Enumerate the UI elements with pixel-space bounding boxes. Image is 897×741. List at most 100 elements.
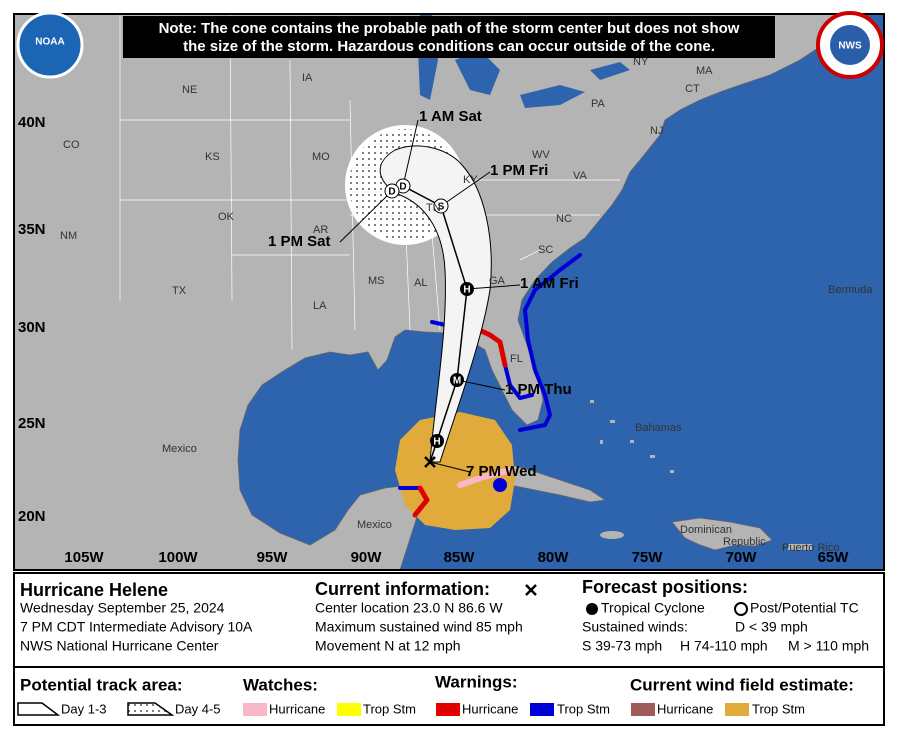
place-label: Dominican (680, 524, 732, 536)
track-symbol: D (399, 182, 406, 193)
place-label: AL (414, 277, 427, 289)
forecast-h: H 74-110 mph (680, 638, 768, 654)
place-label: WV (532, 149, 550, 161)
place-label: VA (573, 170, 588, 182)
noaa-logo (16, 11, 84, 79)
longitude-label: 75W (632, 549, 664, 566)
hurricane-watch (457, 467, 513, 488)
track-point (430, 434, 444, 448)
track-labels: 7 PM Wed 1 PM Thu 1 AM Fri 1 PM Fri 1 AM… (268, 108, 579, 480)
place-label: NM (60, 230, 77, 242)
place-label: MO (312, 151, 330, 163)
great-lakes (418, 14, 630, 108)
place-label: IA (302, 72, 313, 84)
map-frame (13, 13, 885, 571)
track-label: 1 PM Thu (505, 381, 572, 398)
place-label: SC (538, 244, 553, 256)
place-label: KY (463, 174, 478, 186)
place-label: KS (205, 151, 220, 163)
land (14, 14, 836, 570)
jamaica (600, 531, 624, 539)
place-label: TN (426, 202, 441, 214)
place-label: LA (313, 300, 327, 312)
tropical-storm-warning-cuba (493, 478, 507, 492)
tropical-icon (586, 603, 598, 615)
current-info-title: Current information: (315, 579, 490, 599)
track-label: 1 PM Sat (268, 233, 331, 250)
forecast-sustained: Sustained winds: (582, 619, 688, 635)
post-icon (734, 602, 748, 616)
latitude-label: 25N (18, 415, 46, 432)
legend-warning-tropstm: Trop Stm (557, 701, 610, 716)
track-point (433, 198, 449, 214)
place-label: Puerto Rico (782, 542, 839, 554)
place-label: CT (685, 83, 700, 95)
longitude-labels: 105W 100W 95W 90W 85W 80W 75W 70W 65W (64, 549, 849, 566)
track-label: 7 PM Wed (466, 463, 537, 480)
watch-hurricane-swatch (243, 703, 267, 716)
latitude-labels: 40N 35N 30N 25N 20N (18, 114, 46, 525)
track-point (460, 282, 474, 296)
noaa-logo-text: NOAA (35, 37, 64, 48)
watch-tropstm-swatch (337, 703, 361, 716)
current-movement: Movement N at 12 mph (315, 638, 461, 654)
place-label: Mexico (357, 519, 392, 531)
forecast-tropical: Tropical Cyclone (601, 600, 705, 616)
track-symbol: M (453, 376, 461, 387)
legend-wind-hurricane: Hurricane (657, 701, 713, 716)
longitude-label: 90W (351, 549, 383, 566)
legend-wind-tropstm: Trop Stm (752, 701, 805, 716)
note-box (123, 16, 775, 58)
current-position (424, 456, 436, 468)
note-line: the size of the storm. Hazardous conditi… (183, 38, 715, 55)
info-panel (13, 572, 885, 726)
place-label: NJ (650, 125, 663, 137)
longitude-label: 80W (538, 549, 570, 566)
storm-source: NWS National Hurricane Center (20, 638, 219, 654)
longitude-label: 100W (158, 549, 198, 566)
nws-logo-text: NWS (838, 41, 862, 52)
track-symbol: H (463, 285, 470, 296)
storm-advisory: 7 PM CDT Intermediate Advisory 10A (20, 619, 253, 635)
day13-icon (17, 702, 61, 716)
place-label: Mexico (162, 443, 197, 455)
place-label: Republic (723, 536, 766, 548)
place-label: NE (182, 84, 197, 96)
track-point (384, 183, 400, 199)
storm-name: Hurricane Helene (20, 580, 168, 600)
place-label: CO (63, 139, 80, 151)
forecast-title: Forecast positions: (582, 577, 748, 597)
map: H M H S D D IA NE MO KS CO OK AR TX LA M… (14, 14, 884, 570)
forecast-d: D < 39 mph (735, 619, 808, 635)
legend-wind-title: Current wind field estimate: (630, 675, 854, 694)
note-line: Note: The cone contains the probable pat… (159, 20, 740, 37)
legend-watch-hurricane: Hurricane (269, 701, 325, 716)
puerto-rico (788, 544, 812, 550)
wind-hurricane-swatch (631, 703, 655, 716)
legend-day13: Day 1-3 (61, 701, 107, 716)
storm-date: Wednesday September 25, 2024 (20, 600, 225, 616)
warning-tropstm-swatch (530, 703, 554, 716)
cone-day-1-3 (379, 145, 492, 463)
place-label: Bahamas (635, 422, 682, 434)
place-label: Bermuda (828, 284, 874, 296)
forecast-m: M > 110 mph (788, 638, 869, 654)
place-labels: IA NE MO KS CO OK AR TX LA MS AL GA FL S… (60, 56, 874, 554)
longitude-label: 95W (257, 549, 289, 566)
place-label: GA (489, 275, 506, 287)
place-label: MS (368, 275, 385, 287)
latitude-label: 35N (18, 221, 46, 238)
current-center: Center location 23.0 N 86.6 W (315, 600, 503, 616)
track-points: H M H S D D (384, 178, 474, 448)
legend-day45: Day 4-5 (175, 701, 221, 716)
day45-icon (127, 702, 175, 716)
track-point (450, 373, 464, 387)
warnings (398, 253, 582, 518)
place-label: TX (172, 285, 187, 297)
track-symbol: H (433, 437, 440, 448)
longitude-label: 105W (64, 549, 104, 566)
place-label: NY (633, 56, 649, 68)
wind-tropstm-swatch (725, 703, 749, 716)
track-label: 1 PM Fri (490, 162, 548, 179)
